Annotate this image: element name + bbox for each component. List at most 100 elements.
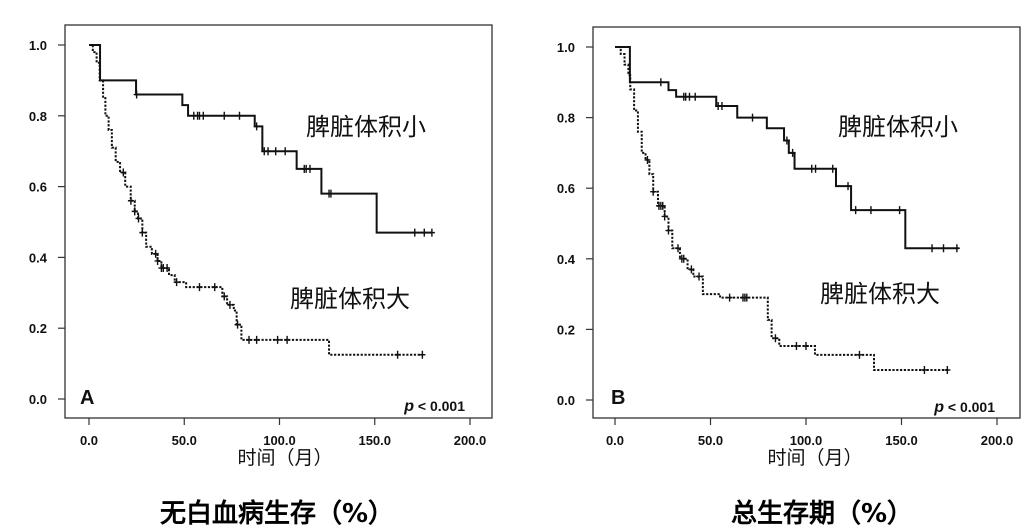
- censor-mark: [772, 334, 779, 343]
- y-tick-label: 1.0: [557, 40, 575, 55]
- censor-mark: [164, 264, 171, 273]
- censor-mark: [749, 113, 756, 122]
- censor-mark: [135, 214, 142, 223]
- censor-mark: [327, 189, 334, 198]
- p-value-text: < 0.001: [414, 398, 465, 414]
- censor-mark: [812, 164, 819, 173]
- y-tick-label: 0.8: [29, 109, 47, 124]
- censor-mark: [718, 101, 725, 110]
- y-tick-label: 0.4: [557, 252, 576, 267]
- censor-mark: [675, 244, 682, 253]
- censor-mark: [131, 207, 138, 216]
- censor-mark: [944, 365, 951, 374]
- censor-mark: [852, 206, 859, 215]
- censor-mark: [696, 272, 703, 281]
- censor-mark: [726, 293, 733, 302]
- censor-mark: [867, 206, 874, 215]
- x-tick-label: 200.0: [981, 433, 1014, 448]
- censor-mark: [226, 300, 233, 309]
- censor-mark: [394, 350, 401, 359]
- censor-mark: [743, 293, 750, 302]
- censor-mark: [272, 147, 279, 156]
- censor-mark: [856, 350, 863, 359]
- panel-b: 0.0 0.2 0.4 0.6 0.8 1.0 0.0 50.0 100.0 150.0 200.0…: [557, 26, 1021, 529]
- survival-curve-large-spleen: [89, 44, 423, 356]
- censor-mark: [421, 228, 428, 237]
- x-tick-label: 150.0: [358, 433, 391, 448]
- plot-frame: [64, 24, 493, 419]
- panel-label: B: [611, 387, 625, 409]
- x-tick-label: 50.0: [698, 433, 723, 448]
- censor-mark: [793, 341, 800, 350]
- censor-mark: [282, 147, 289, 156]
- x-tick-label: 100.0: [790, 433, 823, 448]
- censor-mark: [692, 92, 699, 101]
- censor-mark: [783, 136, 790, 145]
- p-symbol: p: [933, 399, 944, 416]
- censor-mark: [657, 78, 664, 87]
- censor-mark: [680, 254, 687, 263]
- series-label: 脾脏体积小: [306, 113, 426, 141]
- y-tick-label: 0.2: [557, 322, 575, 337]
- series-label: 脾脏体积小: [838, 113, 958, 141]
- x-axis-label: 时间（月）: [767, 447, 862, 469]
- censor-mark: [284, 335, 291, 344]
- censor-mark: [789, 148, 796, 157]
- p-value: p < 0.001: [933, 399, 995, 416]
- p-value: p < 0.001: [403, 398, 465, 415]
- survival-curve-small-spleen: [615, 46, 959, 250]
- chart-title: 总生存期（%）: [731, 499, 913, 529]
- censor-mark: [253, 335, 260, 344]
- censor-mark: [154, 256, 161, 265]
- x-tick-label: 100.0: [263, 433, 296, 448]
- censor-mark: [644, 155, 651, 164]
- censor-mark: [940, 244, 947, 253]
- censor-mark: [221, 111, 228, 120]
- censor-mark: [921, 365, 928, 374]
- censor-mark: [120, 168, 127, 177]
- p-value-text: < 0.001: [944, 399, 995, 415]
- p-symbol: p: [403, 398, 414, 415]
- censor-mark: [127, 196, 134, 205]
- panel-label: A: [80, 387, 94, 409]
- series-label: 脾脏体积大: [820, 280, 940, 308]
- plot-frame: [592, 26, 1021, 419]
- censor-mark: [896, 206, 903, 215]
- x-axis-label: 时间（月）: [237, 447, 332, 469]
- series-label: 脾脏体积大: [290, 285, 410, 313]
- censor-mark: [665, 226, 672, 235]
- y-tick-label: 0.8: [557, 111, 575, 126]
- censor-mark: [173, 278, 180, 287]
- y-tick-label: 0.0: [557, 393, 575, 408]
- censor-mark: [139, 228, 146, 237]
- censor-mark: [686, 92, 693, 101]
- censor-mark: [661, 212, 668, 221]
- censor-mark: [428, 228, 435, 237]
- censor-mark: [253, 122, 260, 131]
- censor-mark: [650, 187, 657, 196]
- censor-mark: [196, 283, 203, 292]
- censor-mark: [236, 111, 243, 120]
- y-tick-label: 0.0: [29, 392, 47, 407]
- censor-mark: [845, 182, 852, 191]
- censor-mark: [234, 320, 241, 329]
- x-tick-label: 200.0: [454, 433, 487, 448]
- censor-mark: [133, 90, 140, 99]
- censor-mark: [265, 147, 272, 156]
- censor-mark: [411, 228, 418, 237]
- censor-mark: [200, 111, 207, 120]
- x-tick-label: 150.0: [885, 433, 918, 448]
- censor-mark: [929, 244, 936, 253]
- censor-mark: [211, 283, 218, 292]
- survival-curve-large-spleen: [615, 46, 948, 371]
- x-tick-label: 0.0: [606, 433, 624, 448]
- y-tick-label: 0.6: [557, 181, 575, 196]
- censor-mark: [419, 350, 426, 359]
- panel-a: 0.0 0.2 0.4 0.6 0.8 1.0 0.0 50.0 100.0 150.0 200.0…: [29, 24, 493, 529]
- censor-mark: [829, 164, 836, 173]
- censor-mark: [803, 341, 809, 350]
- censor-mark: [274, 335, 281, 344]
- censor-mark: [688, 265, 695, 274]
- censor-mark: [221, 292, 228, 301]
- y-tick-label: 0.2: [29, 321, 47, 336]
